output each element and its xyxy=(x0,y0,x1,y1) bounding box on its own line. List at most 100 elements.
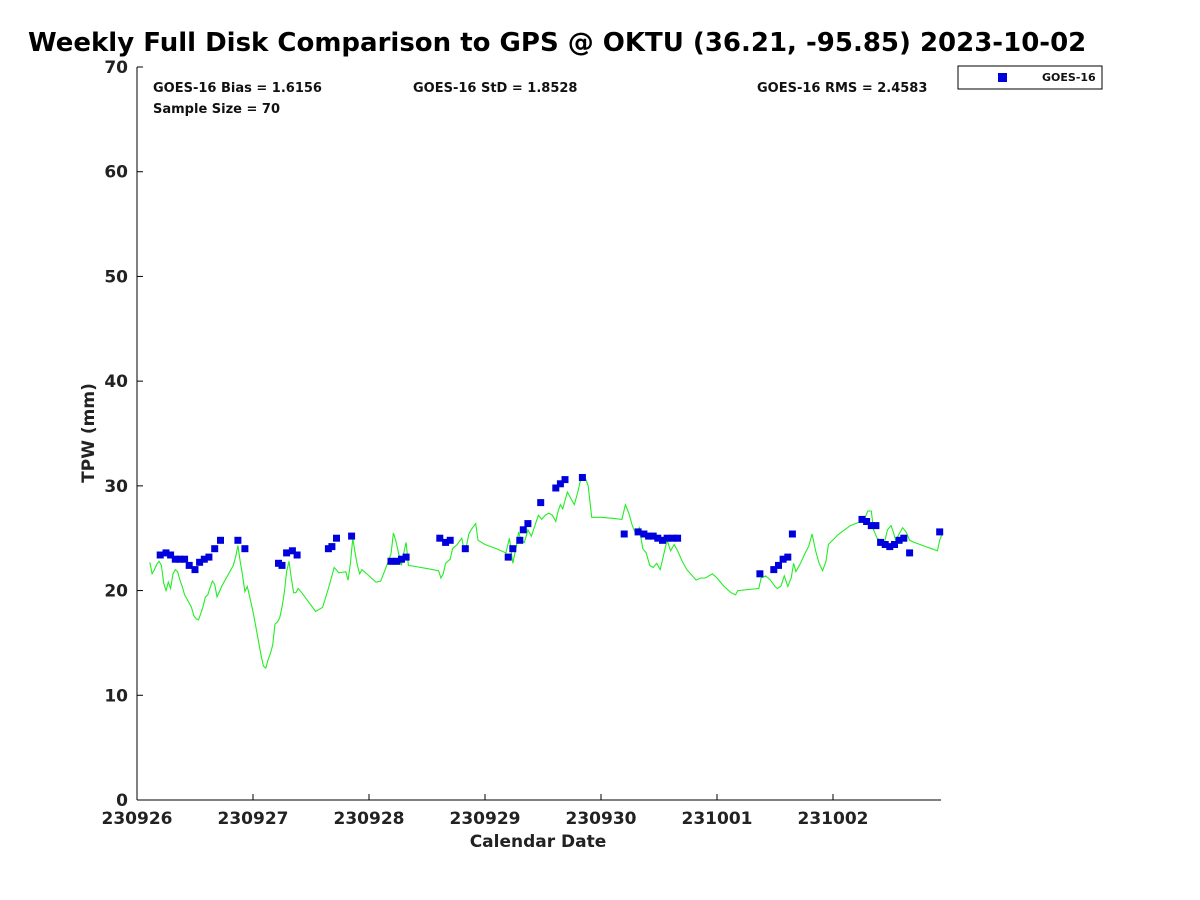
rms-annotation: GOES-16 RMS = 2.4583 xyxy=(757,81,927,96)
goes16-point xyxy=(509,545,517,553)
legend-label-goes16: GOES-16 xyxy=(1042,71,1096,84)
goes16-point xyxy=(398,555,405,563)
goes16-point xyxy=(779,555,787,563)
x-tick-label: 230929 xyxy=(450,809,521,829)
goes16-point xyxy=(393,557,401,565)
goes16-point xyxy=(634,528,642,536)
goes16-point xyxy=(205,553,213,561)
goes16-point xyxy=(640,530,648,538)
goes16-point xyxy=(217,536,224,544)
legend-box xyxy=(957,65,1103,90)
y-tick-label: 50 xyxy=(104,267,128,287)
sample-size-annotation: Sample Size = 70 xyxy=(153,102,280,117)
goes16-point xyxy=(858,515,866,523)
x-tick-label: 231002 xyxy=(798,809,869,829)
goes16-point xyxy=(537,499,545,507)
goes16-point xyxy=(171,555,179,563)
goes16-point xyxy=(552,484,560,492)
goes16-point xyxy=(886,543,894,551)
goes16-point xyxy=(936,528,944,536)
goes16-point xyxy=(645,532,653,540)
y-tick-label: 30 xyxy=(104,477,128,497)
goes16-point xyxy=(556,480,564,488)
goes16-point xyxy=(784,553,792,561)
stats-annotations: GOES-16 Bias = 1.6156 GOES-16 StD = 1.85… xyxy=(153,81,927,117)
std-annotation: GOES-16 StD = 1.8528 xyxy=(413,81,577,96)
goes16-point xyxy=(211,545,219,553)
gps-series xyxy=(149,474,943,670)
goes16-point xyxy=(328,543,336,551)
goes16-point xyxy=(863,518,871,525)
goes16-point xyxy=(770,566,778,574)
goes16-point xyxy=(891,541,898,548)
goes16-point xyxy=(234,536,242,544)
goes16-point xyxy=(620,530,628,538)
x-tick-label: 230928 xyxy=(334,809,405,829)
y-tick-label: 70 xyxy=(104,58,128,78)
goes16-series xyxy=(156,474,944,578)
goes16-point xyxy=(446,536,454,544)
goes16-point xyxy=(669,534,677,542)
goes16-point xyxy=(156,551,164,559)
goes16-point xyxy=(402,553,410,561)
goes16-point xyxy=(191,566,199,574)
goes16-point xyxy=(181,555,189,563)
bias-annotation: GOES-16 Bias = 1.6156 xyxy=(153,81,322,96)
goes16-point xyxy=(654,534,662,542)
goes16-point xyxy=(906,549,914,557)
goes16-point xyxy=(241,545,249,553)
chart-title: Weekly Full Disk Comparison to GPS @ OKT… xyxy=(28,28,1087,58)
x-tick-label: 230930 xyxy=(566,809,637,829)
legend: GOES-16 xyxy=(957,65,1103,90)
goes16-point xyxy=(185,561,193,569)
goes16-point xyxy=(900,534,908,542)
y-tick-label: 0 xyxy=(116,791,128,811)
goes16-point xyxy=(524,520,532,528)
plot-area: 0 10 20 30 40 50 60 70 230926 230927 230928 230929… xyxy=(102,58,944,829)
y-ticks: 0 10 20 30 40 50 60 70 xyxy=(104,58,143,811)
goes16-point xyxy=(578,474,586,481)
y-axis-label: TPW (mm) xyxy=(79,383,99,483)
goes16-point xyxy=(519,526,527,534)
goes16-point xyxy=(504,553,512,561)
goes16-point xyxy=(293,551,301,559)
goes16-point xyxy=(516,536,524,544)
goes16-point xyxy=(333,534,340,542)
goes16-point xyxy=(196,558,204,566)
y-tick-label: 20 xyxy=(104,582,128,602)
goes16-point xyxy=(288,547,296,555)
y-tick-label: 40 xyxy=(104,372,128,392)
x-ticks: 230926 230927 230928 230929 230930 231001 2310… xyxy=(102,794,869,829)
goes16-point xyxy=(895,536,903,544)
goes16-point xyxy=(176,555,184,563)
goes16-point xyxy=(867,522,875,530)
gps-line xyxy=(149,474,943,670)
goes16-point xyxy=(387,557,395,565)
legend-marker-goes16 xyxy=(998,73,1007,82)
goes16-point xyxy=(872,522,880,530)
x-axis-label: Calendar Date xyxy=(470,832,607,852)
goes16-point xyxy=(663,534,671,542)
goes16-point xyxy=(348,532,356,540)
y-tick-label: 10 xyxy=(104,686,128,706)
goes16-point xyxy=(461,545,469,553)
goes16-point xyxy=(649,532,657,540)
goes16-point xyxy=(200,555,208,563)
goes16-point xyxy=(788,530,796,538)
goes16-point xyxy=(561,476,569,484)
goes16-point xyxy=(167,551,175,559)
goes16-point xyxy=(283,549,291,557)
goes16-point xyxy=(278,561,286,569)
goes16-point xyxy=(775,561,782,569)
y-tick-label: 60 xyxy=(104,163,128,183)
x-tick-label: 230926 xyxy=(102,809,173,829)
x-tick-label: 230927 xyxy=(218,809,289,829)
goes16-point xyxy=(877,538,885,546)
goes16-point xyxy=(436,534,444,542)
goes16-point xyxy=(442,538,450,546)
goes16-point xyxy=(756,570,764,578)
goes16-point xyxy=(674,534,682,542)
goes16-point xyxy=(881,541,889,548)
goes16-point xyxy=(659,536,666,544)
